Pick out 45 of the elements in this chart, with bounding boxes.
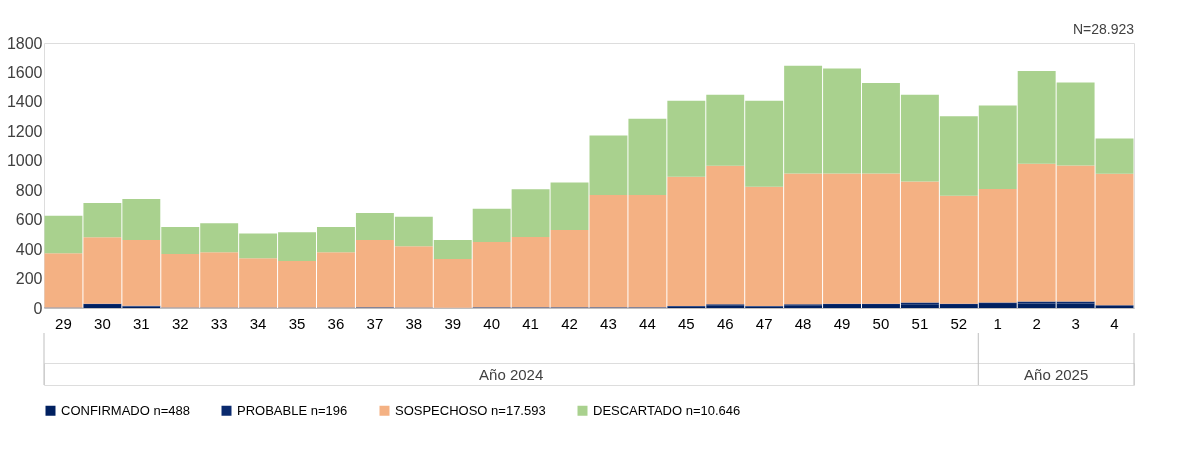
x-tick-label: 35 <box>288 314 306 332</box>
x-tick-label: 39 <box>444 314 462 332</box>
x-tick-label: 45 <box>677 314 695 332</box>
text: Año 2025 <box>1024 366 1089 383</box>
x-tick-label: 3 <box>1071 314 1080 332</box>
y-tick-label: 600 <box>15 211 43 229</box>
x-tick-label: 50 <box>872 314 890 332</box>
x-tick-label: 41 <box>522 314 539 332</box>
x-tick-label: 51 <box>911 314 929 332</box>
y-tick-label: 1800 <box>6 34 43 52</box>
y-tick-label: 0 <box>33 299 43 317</box>
x-tick-label: 4 <box>1110 314 1119 332</box>
x-tick-label: 37 <box>366 314 384 332</box>
x-tick-label: 1 <box>993 314 1002 332</box>
x-tick-label: 44 <box>639 314 656 332</box>
legend-label: PROBABLE n=196 <box>237 402 348 418</box>
x-tick-label: 2 <box>1032 314 1041 332</box>
y-tick-label: 1200 <box>6 122 43 140</box>
x-tick-label: 32 <box>171 314 189 332</box>
text: N=28.923 <box>1072 21 1135 37</box>
x-tick-label: 38 <box>405 314 423 332</box>
x-tick-label: 52 <box>950 314 968 332</box>
x-tick-label: 49 <box>833 314 851 332</box>
y-tick-label: 800 <box>15 181 43 199</box>
x-tick-label: 31 <box>132 314 150 332</box>
x-tick-label: 47 <box>755 314 773 332</box>
x-tick-label: 42 <box>561 314 578 332</box>
x-tick-label: 40 <box>483 314 501 332</box>
x-tick-label: 34 <box>249 314 267 332</box>
text: Año 2024 <box>479 366 544 383</box>
x-tick-label: 30 <box>94 314 111 332</box>
y-tick-label: 1600 <box>6 63 43 81</box>
legend-label: DESCARTADO n=10.646 <box>593 402 741 418</box>
x-tick-label: 46 <box>716 314 734 332</box>
legend-label: CONFIRMADO n=488 <box>61 402 190 418</box>
y-tick-label: 1000 <box>6 152 43 170</box>
y-tick-label: 1400 <box>6 93 43 111</box>
y-tick-label: 400 <box>15 240 43 258</box>
x-tick-label: 43 <box>600 314 617 332</box>
y-tick-label: 200 <box>15 270 43 288</box>
legend-label: SOSPECHOSO n=17.593 <box>395 402 546 418</box>
x-tick-label: 36 <box>327 314 345 332</box>
x-tick-label: 48 <box>794 314 812 332</box>
x-tick-label: 29 <box>55 314 72 332</box>
x-tick-label: 33 <box>210 314 228 332</box>
